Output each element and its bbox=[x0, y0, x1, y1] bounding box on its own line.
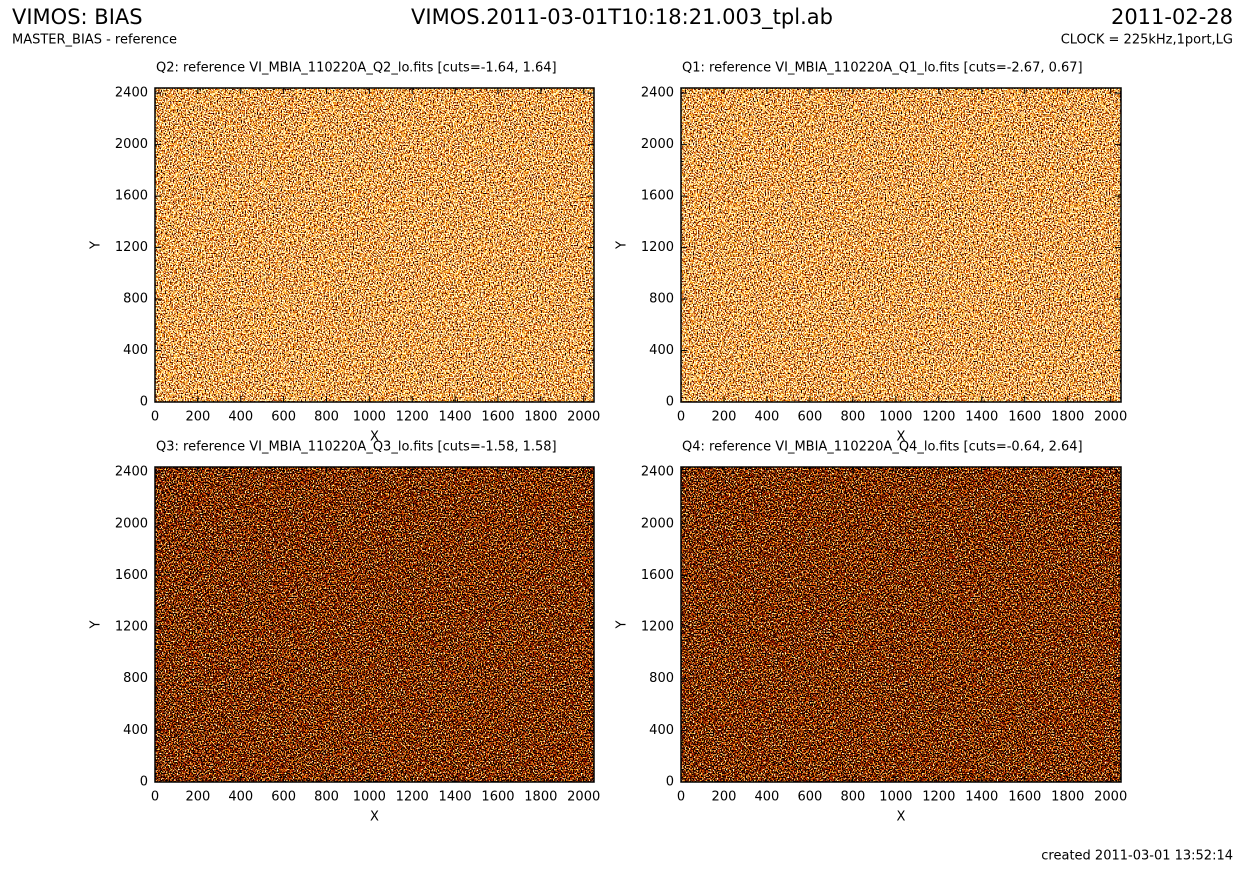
x-tick-label: 1200 bbox=[396, 790, 429, 805]
header-subtitle: MASTER_BIAS - reference bbox=[12, 33, 177, 48]
x-tick-label: 800 bbox=[840, 410, 865, 425]
x-tick-label: 1400 bbox=[965, 410, 998, 425]
y-tick-label: 1200 bbox=[115, 240, 148, 255]
x-tick-label: 1200 bbox=[922, 790, 955, 805]
x-tick-label: 1600 bbox=[1008, 410, 1041, 425]
y-axis-label: Y bbox=[615, 241, 630, 250]
x-tick-label: 1600 bbox=[1008, 790, 1041, 805]
y-tick-label: 0 bbox=[666, 775, 674, 790]
x-tick-label: 2000 bbox=[567, 790, 600, 805]
image bbox=[155, 88, 594, 402]
y-tick-label: 800 bbox=[649, 671, 674, 686]
image bbox=[681, 88, 1121, 402]
y-tick-label: 0 bbox=[140, 395, 148, 410]
x-tick-label: 0 bbox=[677, 410, 685, 425]
x-tick-label: 1800 bbox=[524, 790, 557, 805]
x-tick-label: 600 bbox=[271, 410, 296, 425]
y-tick-label: 1600 bbox=[641, 189, 674, 204]
image bbox=[155, 467, 594, 782]
x-tick-label: 800 bbox=[840, 790, 865, 805]
x-tick-label: 600 bbox=[797, 410, 822, 425]
x-tick-label: 0 bbox=[151, 410, 159, 425]
x-tick-label: 1000 bbox=[353, 410, 386, 425]
y-tick-label: 1200 bbox=[115, 620, 148, 635]
x-tick-label: 1800 bbox=[1051, 410, 1084, 425]
x-tick-label: 400 bbox=[228, 790, 253, 805]
y-tick-label: 0 bbox=[140, 775, 148, 790]
y-tick-label: 2400 bbox=[115, 465, 148, 480]
y-tick-label: 2400 bbox=[641, 465, 674, 480]
x-tick-label: 1800 bbox=[524, 410, 557, 425]
header-date: 2011-02-28 bbox=[1111, 5, 1233, 29]
x-tick-label: 1000 bbox=[353, 790, 386, 805]
y-tick-label: 1600 bbox=[641, 568, 674, 583]
x-tick-label: 800 bbox=[314, 790, 339, 805]
x-tick-label: 1800 bbox=[1051, 790, 1084, 805]
y-axis-label: Y bbox=[89, 241, 104, 250]
image bbox=[681, 467, 1121, 782]
footer: created 2011-03-01 13:52:14 bbox=[1041, 849, 1233, 864]
y-tick-label: 1200 bbox=[641, 620, 674, 635]
y-axis-label: Y bbox=[615, 620, 630, 629]
x-tick-label: 1400 bbox=[965, 790, 998, 805]
y-tick-label: 2000 bbox=[641, 137, 674, 152]
y-tick-label: 1600 bbox=[115, 568, 148, 583]
y-tick-label: 2000 bbox=[115, 516, 148, 531]
y-tick-label: 800 bbox=[123, 671, 148, 686]
x-tick-label: 1600 bbox=[481, 410, 514, 425]
x-tick-label: 1600 bbox=[481, 790, 514, 805]
plot-frame bbox=[680, 87, 1122, 403]
plot-frame bbox=[154, 466, 595, 783]
x-tick-label: 1200 bbox=[396, 410, 429, 425]
panel-title: Q3: reference VI_MBIA_110220A_Q3_lo.fits… bbox=[156, 440, 557, 455]
x-tick-label: 200 bbox=[185, 790, 210, 805]
y-tick-label: 1200 bbox=[641, 240, 674, 255]
y-tick-label: 2400 bbox=[115, 86, 148, 101]
x-tick-label: 200 bbox=[185, 410, 210, 425]
x-axis-label: X bbox=[897, 430, 906, 445]
y-tick-label: 800 bbox=[649, 292, 674, 307]
x-tick-label: 1000 bbox=[879, 790, 912, 805]
plot-frame bbox=[154, 87, 595, 403]
x-tick-label: 1200 bbox=[922, 410, 955, 425]
x-tick-label: 2000 bbox=[1094, 790, 1127, 805]
plot-frame bbox=[680, 466, 1122, 783]
y-axis-label: Y bbox=[89, 620, 104, 629]
y-tick-label: 400 bbox=[123, 343, 148, 358]
y-tick-label: 400 bbox=[649, 343, 674, 358]
x-tick-label: 1000 bbox=[879, 410, 912, 425]
x-tick-label: 2000 bbox=[1094, 410, 1127, 425]
header-clock: CLOCK = 225kHz,1port,LG bbox=[1061, 33, 1233, 48]
x-tick-label: 600 bbox=[271, 790, 296, 805]
y-tick-label: 1600 bbox=[115, 189, 148, 204]
x-tick-label: 800 bbox=[314, 410, 339, 425]
x-tick-label: 400 bbox=[755, 790, 780, 805]
x-tick-label: 1400 bbox=[439, 790, 472, 805]
panel-title: Q2: reference VI_MBIA_110220A_Q2_lo.fits… bbox=[156, 61, 557, 76]
y-tick-label: 400 bbox=[649, 723, 674, 738]
x-axis-label: X bbox=[370, 430, 379, 445]
center-title: VIMOS.2011-03-01T10:18:21.003_tpl.ab bbox=[411, 5, 833, 30]
x-tick-label: 200 bbox=[712, 410, 737, 425]
x-tick-label: 0 bbox=[677, 790, 685, 805]
x-tick-label: 400 bbox=[228, 410, 253, 425]
x-tick-label: 1400 bbox=[439, 410, 472, 425]
x-axis-label: X bbox=[370, 810, 379, 825]
header-title: VIMOS: BIAS bbox=[12, 5, 143, 29]
panel-title: Q4: reference VI_MBIA_110220A_Q4_lo.fits… bbox=[682, 440, 1083, 455]
y-tick-label: 2000 bbox=[115, 137, 148, 152]
x-tick-label: 200 bbox=[712, 790, 737, 805]
y-tick-label: 2400 bbox=[641, 86, 674, 101]
y-tick-label: 2000 bbox=[641, 516, 674, 531]
x-tick-label: 0 bbox=[151, 790, 159, 805]
panel-title: Q1: reference VI_MBIA_110220A_Q1_lo.fits… bbox=[682, 61, 1083, 76]
y-tick-label: 0 bbox=[666, 395, 674, 410]
y-tick-label: 800 bbox=[123, 292, 148, 307]
y-tick-label: 400 bbox=[123, 723, 148, 738]
x-tick-label: 2000 bbox=[567, 410, 600, 425]
x-tick-label: 600 bbox=[797, 790, 822, 805]
x-axis-label: X bbox=[897, 810, 906, 825]
x-tick-label: 400 bbox=[755, 410, 780, 425]
